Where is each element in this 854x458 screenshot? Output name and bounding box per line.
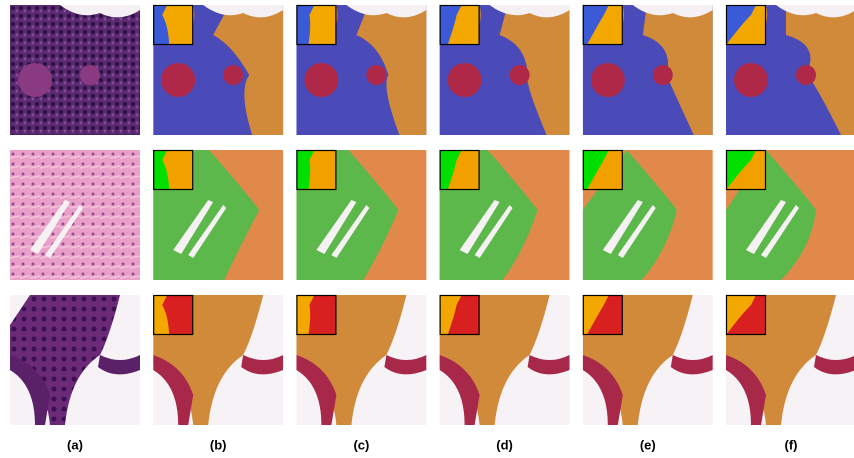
gland	[448, 63, 482, 97]
inset	[153, 295, 193, 335]
inset	[296, 5, 336, 45]
image-cell	[10, 295, 140, 425]
column-label: (d)	[496, 437, 513, 452]
image	[10, 295, 140, 425]
column-label: (b)	[210, 437, 227, 452]
figure: (a) (b) (c) (d) (e) (f)	[0, 0, 854, 458]
inset	[726, 295, 766, 335]
page: (a)(b)(c)(d)(e)(f) (() => { const data =…	[0, 0, 854, 458]
image-cell	[726, 5, 854, 135]
inset-region	[308, 295, 336, 335]
gland	[80, 65, 100, 85]
gland	[510, 65, 530, 85]
inset	[726, 5, 766, 45]
column-label: (a)	[67, 437, 83, 452]
inset	[726, 150, 766, 190]
image-cell	[583, 150, 713, 280]
image-cell	[296, 5, 426, 135]
inset	[440, 5, 480, 45]
inset	[153, 5, 193, 45]
image-cell	[153, 295, 283, 425]
image-cell	[440, 295, 570, 425]
column-label: (f)	[785, 437, 798, 452]
inset-region	[308, 5, 336, 45]
column-label: (c)	[353, 437, 369, 452]
gland	[591, 63, 625, 97]
inset	[440, 295, 480, 335]
gland	[796, 65, 816, 85]
gland	[18, 63, 52, 97]
inset	[583, 295, 623, 335]
gland	[366, 65, 386, 85]
image	[10, 150, 140, 280]
gland	[161, 63, 195, 97]
inset	[296, 150, 336, 190]
inset-region	[308, 150, 336, 190]
inset	[153, 150, 193, 190]
inset	[440, 150, 480, 190]
inset	[296, 295, 336, 335]
image-cell	[440, 5, 570, 135]
image-cell	[296, 150, 426, 280]
gland	[734, 63, 768, 97]
image-cell	[10, 150, 140, 280]
image-cell	[296, 295, 426, 425]
gland	[653, 65, 673, 85]
image-cell	[583, 5, 713, 135]
image-cell	[726, 295, 854, 425]
image	[10, 5, 140, 135]
inset	[583, 150, 623, 190]
gland	[223, 65, 243, 85]
image-cell	[153, 5, 283, 135]
image-cell	[153, 150, 283, 280]
image-cell	[726, 150, 854, 280]
image-cell	[440, 150, 570, 280]
inset	[583, 5, 623, 45]
gland	[304, 63, 338, 97]
image-cell	[10, 5, 140, 135]
column-label: (e)	[640, 437, 656, 452]
image-cell	[583, 295, 713, 425]
